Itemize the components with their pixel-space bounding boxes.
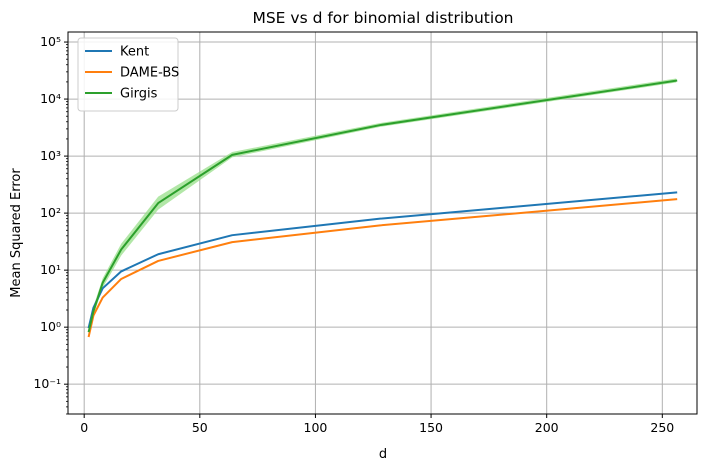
y-tick-label: 10² — [40, 205, 61, 220]
y-tick-label: 10¹ — [40, 262, 61, 277]
y-tick-label: 10⁰ — [40, 319, 61, 334]
y-axis-label: Mean Squared Error — [9, 168, 24, 298]
y-tick-label: 10⁴ — [40, 91, 61, 106]
x-axis-label: d — [379, 447, 387, 462]
confidence-band-kent — [88, 191, 677, 329]
x-tick-label: 200 — [535, 420, 559, 435]
y-tick-label: 10³ — [40, 148, 61, 163]
legend-label: Kent — [120, 45, 149, 60]
series-line-girgis — [87, 79, 678, 333]
series-lines — [87, 79, 678, 338]
x-tick-label: 150 — [419, 420, 443, 435]
chart-title: MSE vs d for binomial distribution — [252, 9, 513, 27]
x-axis: 0 50 100 150 200 250 — [80, 414, 674, 435]
x-tick-label: 250 — [650, 420, 674, 435]
y-tick-label: 10⁵ — [40, 34, 61, 49]
y-tick-label: 10⁻¹ — [33, 376, 61, 391]
confidence-band-dame-bs — [88, 198, 677, 338]
x-tick-label: 0 — [80, 420, 88, 435]
legend: Kent DAME-BS Girgis — [77, 37, 179, 112]
legend-label: DAME-BS — [120, 66, 179, 81]
x-tick-label: 100 — [304, 420, 328, 435]
x-tick-label: 50 — [192, 420, 208, 435]
plot-frame — [67, 31, 698, 415]
y-axis: 10⁻¹ 10⁰ 10¹ 10² 10³ 10⁴ 10⁵ — [33, 34, 68, 415]
series-line-dame-bs — [87, 198, 678, 338]
legend-label: Girgis — [120, 87, 158, 102]
